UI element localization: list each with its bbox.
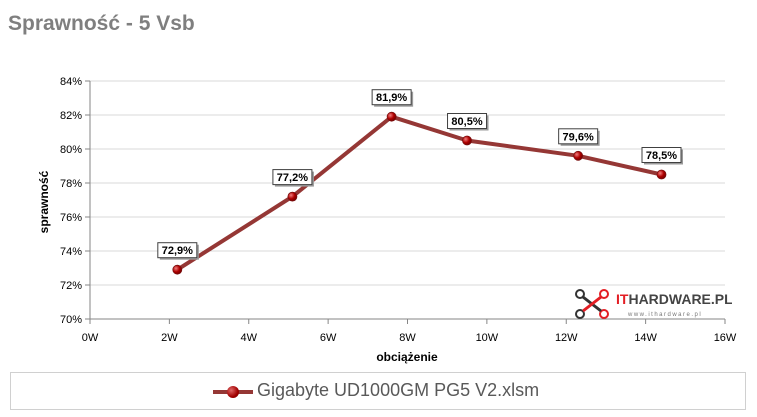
y-tick-label: 80% [60, 144, 82, 156]
x-tick-label: 8W [399, 332, 416, 344]
logo-text-rest: HARDWARE.PL [628, 291, 732, 307]
y-tick-label: 84% [60, 76, 82, 88]
data-label: 72,9% [162, 245, 193, 257]
data-label: 79,6% [563, 131, 594, 143]
legend-series-label: Gigabyte UD1000GM PG5 V2.xlsm [257, 380, 540, 400]
x-tick-label: 10W [476, 332, 499, 344]
x-tick-label: 12W [555, 332, 578, 344]
data-point [386, 111, 397, 122]
axes [89, 81, 725, 320]
legend-series-marker [227, 386, 239, 398]
series-line [176, 114, 662, 272]
data-point [172, 264, 183, 275]
data-point [573, 150, 584, 161]
data-label-box [157, 242, 198, 259]
chart-title: Sprawność - 5 Vsb [8, 12, 195, 35]
x-logo-icon [575, 289, 609, 319]
x-tick-label: 16W [714, 332, 737, 344]
data-point [462, 135, 472, 146]
x-tick-label: 14W [634, 332, 657, 344]
x-axis-title: obciążenie [376, 350, 438, 364]
x-tick-label: 0W [82, 332, 99, 344]
y-tick-label: 78% [60, 178, 82, 190]
data-label-box [447, 113, 488, 129]
logo-text-it: IT [616, 291, 629, 307]
svg-text:ITHARDWARE.PL: ITHARDWARE.PL [616, 291, 732, 307]
data-label-box [371, 89, 412, 106]
series-layer [172, 111, 667, 275]
y-tick-label: 82% [60, 110, 82, 122]
data-label-box [558, 128, 599, 145]
data-point [656, 169, 667, 180]
data-label: 77,2% [277, 172, 308, 184]
line-chart: 70% 72% 74% 76% 78% 80% 82% 84% 0W 2W 4W 6W 8W 10W 12… [37, 76, 737, 364]
legend: Gigabyte UD1000GM PG5 V2.xlsm [10, 372, 746, 410]
y-tick-label: 74% [60, 246, 82, 258]
y-tick-label: 70% [60, 314, 82, 326]
data-label: 81,9% [376, 92, 407, 104]
x-tick-label: 2W [161, 332, 178, 344]
ithardware-logo: ITHARDWARE.PL www.ithardware.pl [572, 286, 733, 331]
x-tick-label: 6W [320, 332, 337, 344]
y-tick-label: 76% [60, 212, 82, 224]
y-axis-title: sprawność [37, 170, 51, 233]
x-tick-labels: 0W 2W 4W 6W 8W 10W 12W 14W 16W [82, 332, 737, 344]
logo-subtext: www.ithardware.pl [627, 312, 702, 318]
data-labels-layer: 72,9% 77,2% 81,9% 80,5% 79,6% 78,5% [157, 89, 683, 260]
data-point [287, 191, 298, 202]
data-label-box [641, 147, 682, 163]
data-label: 80,5% [451, 116, 482, 128]
y-tick-labels: 70% 72% 74% 76% 78% 80% 82% 84% [60, 76, 82, 326]
data-label-box [272, 169, 313, 186]
x-tick-label: 4W [241, 332, 258, 344]
data-label: 78,5% [646, 150, 677, 162]
y-tick-label: 72% [60, 280, 82, 292]
